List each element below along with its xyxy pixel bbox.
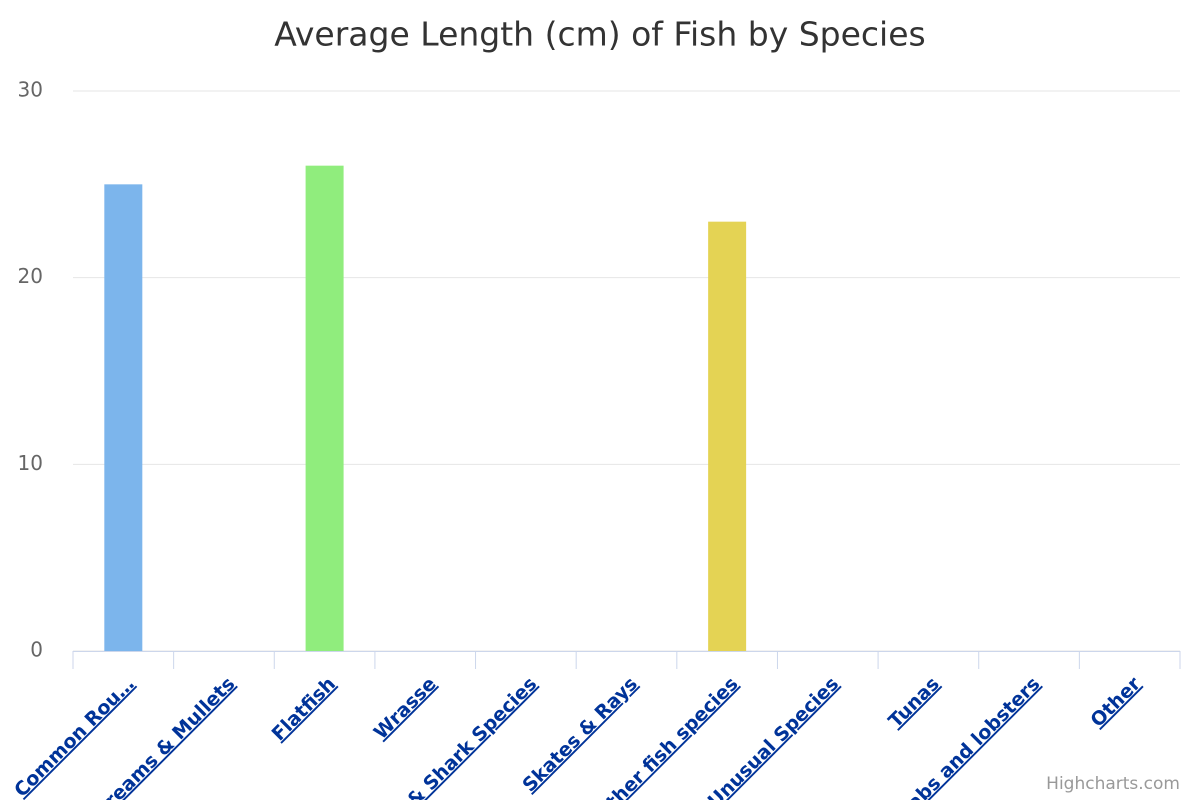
- x-tick-label[interactable]: Wrasse: [370, 673, 441, 744]
- chart-title: Average Length (cm) of Fish by Species: [274, 15, 925, 54]
- x-tick-label[interactable]: Flatfish: [268, 673, 340, 745]
- bar: [305, 165, 344, 651]
- x-tick-label[interactable]: Other: [1086, 672, 1145, 731]
- y-tick-label: 0: [30, 638, 43, 662]
- credits[interactable]: Highcharts.com: [1046, 774, 1180, 794]
- y-tick-label: 10: [18, 451, 43, 475]
- x-tick-label[interactable]: Tunas: [884, 673, 943, 732]
- bar: [104, 184, 143, 652]
- x-tick-label[interactable]: Dogfish & Shark Species: [341, 673, 542, 800]
- bar: [708, 221, 747, 651]
- y-tick-label: 20: [18, 264, 43, 288]
- y-tick-label: 30: [18, 78, 43, 102]
